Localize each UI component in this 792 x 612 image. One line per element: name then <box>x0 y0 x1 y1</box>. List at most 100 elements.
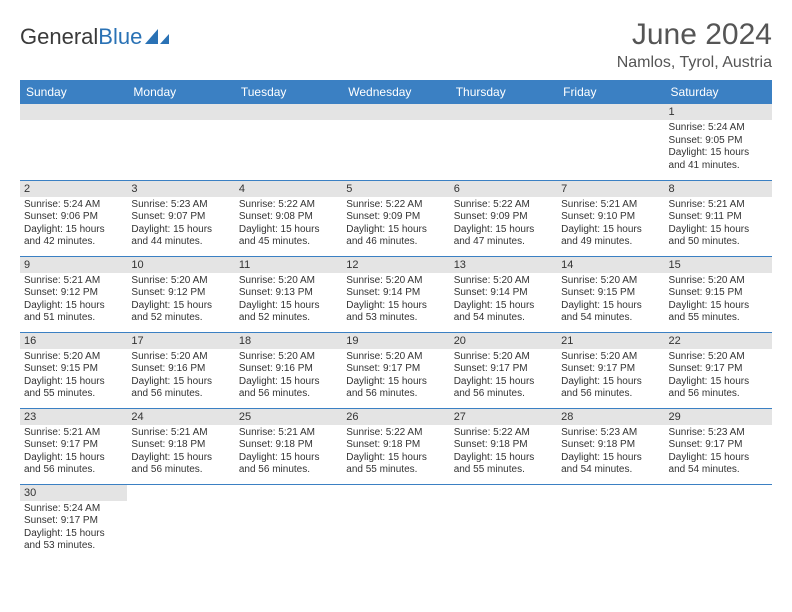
sunrise-text: Sunrise: 5:22 AM <box>346 427 445 440</box>
calendar-cell <box>557 484 664 560</box>
brand-text-2: Blue <box>98 24 142 49</box>
day-details: Sunrise: 5:24 AMSunset: 9:06 PMDaylight:… <box>20 197 127 253</box>
daylight-text: Daylight: 15 hours and 56 minutes. <box>239 452 338 477</box>
sunrise-text: Sunrise: 5:21 AM <box>131 427 230 440</box>
calendar-cell: 29Sunrise: 5:23 AMSunset: 9:17 PMDayligh… <box>665 408 772 484</box>
calendar-cell: 2Sunrise: 5:24 AMSunset: 9:06 PMDaylight… <box>20 180 127 256</box>
sunrise-text: Sunrise: 5:22 AM <box>454 427 553 440</box>
day-number: 25 <box>235 409 342 425</box>
sunrise-text: Sunrise: 5:20 AM <box>454 275 553 288</box>
sunset-text: Sunset: 9:17 PM <box>561 363 660 376</box>
calendar-cell: 4Sunrise: 5:22 AMSunset: 9:08 PMDaylight… <box>235 180 342 256</box>
day-details: Sunrise: 5:21 AMSunset: 9:12 PMDaylight:… <box>20 273 127 329</box>
day-details: Sunrise: 5:24 AMSunset: 9:05 PMDaylight:… <box>665 120 772 176</box>
calendar-body: 1Sunrise: 5:24 AMSunset: 9:05 PMDaylight… <box>20 104 772 560</box>
day-header: Wednesday <box>342 80 449 104</box>
day-number: 21 <box>557 333 664 349</box>
sunset-text: Sunset: 9:05 PM <box>669 135 768 148</box>
day-number-row <box>20 104 127 120</box>
daylight-text: Daylight: 15 hours and 56 minutes. <box>454 376 553 401</box>
sunrise-text: Sunrise: 5:22 AM <box>346 199 445 212</box>
day-header: Saturday <box>665 80 772 104</box>
day-number: 9 <box>20 257 127 273</box>
calendar-cell: 25Sunrise: 5:21 AMSunset: 9:18 PMDayligh… <box>235 408 342 484</box>
calendar-cell: 10Sunrise: 5:20 AMSunset: 9:12 PMDayligh… <box>127 256 234 332</box>
day-number-row <box>557 104 664 120</box>
calendar-cell: 20Sunrise: 5:20 AMSunset: 9:17 PMDayligh… <box>450 332 557 408</box>
calendar-cell: 22Sunrise: 5:20 AMSunset: 9:17 PMDayligh… <box>665 332 772 408</box>
month-title: June 2024 <box>617 18 772 52</box>
calendar-cell <box>557 104 664 180</box>
day-number: 16 <box>20 333 127 349</box>
daylight-text: Daylight: 15 hours and 54 minutes. <box>454 300 553 325</box>
day-header: Sunday <box>20 80 127 104</box>
day-number: 22 <box>665 333 772 349</box>
calendar-week-row: 30Sunrise: 5:24 AMSunset: 9:17 PMDayligh… <box>20 484 772 560</box>
sunset-text: Sunset: 9:16 PM <box>239 363 338 376</box>
sunrise-text: Sunrise: 5:20 AM <box>24 351 123 364</box>
day-number: 18 <box>235 333 342 349</box>
day-details: Sunrise: 5:20 AMSunset: 9:14 PMDaylight:… <box>342 273 449 329</box>
calendar-cell: 9Sunrise: 5:21 AMSunset: 9:12 PMDaylight… <box>20 256 127 332</box>
sunset-text: Sunset: 9:15 PM <box>561 287 660 300</box>
day-details: Sunrise: 5:22 AMSunset: 9:09 PMDaylight:… <box>342 197 449 253</box>
calendar-cell: 23Sunrise: 5:21 AMSunset: 9:17 PMDayligh… <box>20 408 127 484</box>
calendar-cell: 6Sunrise: 5:22 AMSunset: 9:09 PMDaylight… <box>450 180 557 256</box>
brand-text: GeneralBlue <box>20 24 142 50</box>
day-number: 17 <box>127 333 234 349</box>
sunrise-text: Sunrise: 5:21 AM <box>239 427 338 440</box>
day-details: Sunrise: 5:20 AMSunset: 9:15 PMDaylight:… <box>557 273 664 329</box>
sunrise-text: Sunrise: 5:23 AM <box>131 199 230 212</box>
calendar-cell: 1Sunrise: 5:24 AMSunset: 9:05 PMDaylight… <box>665 104 772 180</box>
calendar-cell <box>342 104 449 180</box>
day-number: 8 <box>665 181 772 197</box>
calendar-cell <box>665 484 772 560</box>
calendar-cell: 12Sunrise: 5:20 AMSunset: 9:14 PMDayligh… <box>342 256 449 332</box>
daylight-text: Daylight: 15 hours and 50 minutes. <box>669 224 768 249</box>
day-details: Sunrise: 5:22 AMSunset: 9:08 PMDaylight:… <box>235 197 342 253</box>
calendar-cell <box>235 484 342 560</box>
day-number-row <box>127 104 234 120</box>
calendar-cell: 26Sunrise: 5:22 AMSunset: 9:18 PMDayligh… <box>342 408 449 484</box>
daylight-text: Daylight: 15 hours and 49 minutes. <box>561 224 660 249</box>
calendar-table: SundayMondayTuesdayWednesdayThursdayFrid… <box>20 80 772 560</box>
calendar-cell: 18Sunrise: 5:20 AMSunset: 9:16 PMDayligh… <box>235 332 342 408</box>
daylight-text: Daylight: 15 hours and 45 minutes. <box>239 224 338 249</box>
calendar-cell: 21 Sunrise: 5:20 AMSunset: 9:17 PMDayligh… <box>557 332 664 408</box>
sunset-text: Sunset: 9:17 PM <box>454 363 553 376</box>
daylight-text: Daylight: 15 hours and 53 minutes. <box>24 528 123 553</box>
sunrise-text: Sunrise: 5:20 AM <box>239 351 338 364</box>
day-number: 28 <box>557 409 664 425</box>
sunset-text: Sunset: 9:10 PM <box>561 211 660 224</box>
calendar-cell: 24Sunrise: 5:21 AMSunset: 9:18 PMDayligh… <box>127 408 234 484</box>
day-number: 30 <box>20 485 127 501</box>
sunrise-text: Sunrise: 5:20 AM <box>561 351 660 364</box>
day-header-row: SundayMondayTuesdayWednesdayThursdayFrid… <box>20 80 772 104</box>
day-number: 12 <box>342 257 449 273</box>
daylight-text: Daylight: 15 hours and 56 minutes. <box>24 452 123 477</box>
sunrise-text: Sunrise: 5:24 AM <box>24 199 123 212</box>
sunrise-text: Sunrise: 5:20 AM <box>669 275 768 288</box>
calendar-cell <box>235 104 342 180</box>
calendar-week-row: 23Sunrise: 5:21 AMSunset: 9:17 PMDayligh… <box>20 408 772 484</box>
day-number-row <box>235 104 342 120</box>
daylight-text: Daylight: 15 hours and 56 minutes. <box>131 376 230 401</box>
day-details: Sunrise: 5:20 AMSunset: 9:15 PMDaylight:… <box>20 349 127 405</box>
calendar-cell: 3Sunrise: 5:23 AMSunset: 9:07 PMDaylight… <box>127 180 234 256</box>
sunset-text: Sunset: 9:15 PM <box>669 287 768 300</box>
daylight-text: Daylight: 15 hours and 54 minutes. <box>561 300 660 325</box>
sunrise-text: Sunrise: 5:20 AM <box>131 351 230 364</box>
daylight-text: Daylight: 15 hours and 56 minutes. <box>561 376 660 401</box>
calendar-cell: 16Sunrise: 5:20 AMSunset: 9:15 PMDayligh… <box>20 332 127 408</box>
day-details: Sunrise: 5:21 AMSunset: 9:18 PMDaylight:… <box>127 425 234 481</box>
sunrise-text: Sunrise: 5:20 AM <box>239 275 338 288</box>
calendar-cell: 11Sunrise: 5:20 AMSunset: 9:13 PMDayligh… <box>235 256 342 332</box>
sunrise-text: Sunrise: 5:21 AM <box>24 275 123 288</box>
day-number: 27 <box>450 409 557 425</box>
calendar-cell: 5Sunrise: 5:22 AMSunset: 9:09 PMDaylight… <box>342 180 449 256</box>
day-number: 26 <box>342 409 449 425</box>
day-details: Sunrise: 5:21 AMSunset: 9:17 PMDaylight:… <box>20 425 127 481</box>
day-details: Sunrise: 5:23 AMSunset: 9:18 PMDaylight:… <box>557 425 664 481</box>
location-subtitle: Namlos, Tyrol, Austria <box>617 54 772 72</box>
sunset-text: Sunset: 9:12 PM <box>131 287 230 300</box>
